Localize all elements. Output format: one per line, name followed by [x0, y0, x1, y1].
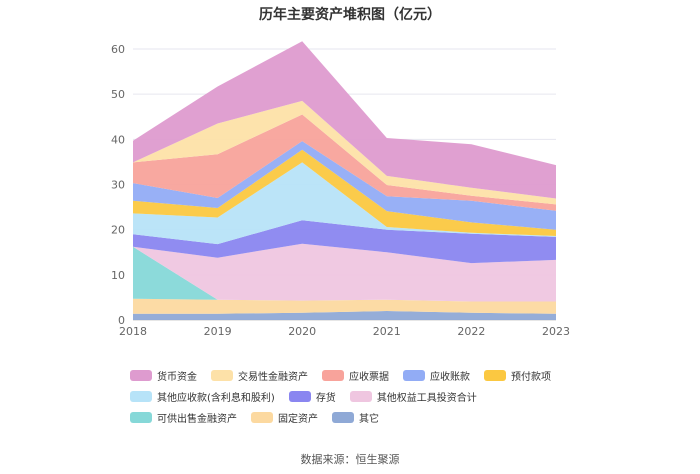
- x-tick-label: 2021: [373, 325, 401, 338]
- legend-swatch: [130, 390, 152, 402]
- x-tick-label: 2020: [288, 325, 316, 338]
- y-tick-label: 10: [111, 269, 125, 282]
- legend-label: 应收票据: [349, 371, 389, 383]
- legend-item-cash[interactable]: 货币资金: [130, 366, 197, 384]
- legend-label: 可供出售金融资产: [157, 413, 237, 425]
- y-tick-label: 40: [111, 133, 125, 146]
- area-series: [133, 246, 556, 302]
- legend-label: 货币资金: [157, 371, 197, 383]
- data-source: 数据来源：恒生聚源: [300, 453, 400, 466]
- legend-item-equity-investments[interactable]: 其他权益工具投资合计: [349, 387, 477, 405]
- legend-label: 固定资产: [278, 413, 318, 425]
- area-series: [133, 162, 556, 245]
- legend-label: 其他权益工具投资合计: [376, 392, 477, 404]
- legend-swatch: [322, 369, 344, 381]
- legend-swatch: [130, 411, 152, 423]
- x-tick-label: 2018: [119, 325, 147, 338]
- legend-swatch: [349, 390, 372, 402]
- area-series: [133, 243, 556, 302]
- legend-swatch: [251, 411, 273, 423]
- x-tick-label: 2023: [542, 325, 570, 338]
- legend-item-other-receivables[interactable]: 其他应收款(含利息和股利): [130, 387, 275, 405]
- legend-label: 应收账款: [430, 371, 470, 383]
- chart-legend: 货币资金 交易性金融资产 应收票据 应收账款 预付款项 其他应收款(含利息和股利…: [130, 366, 590, 426]
- chart-title: 历年主要资产堆积图（亿元）: [259, 7, 441, 23]
- x-tick-label: 2022: [457, 325, 485, 338]
- legend-label: 其他应收款(含利息和股利): [157, 392, 275, 404]
- legend-swatch: [332, 411, 354, 423]
- area-series: [133, 298, 556, 314]
- y-tick-label: 20: [111, 224, 125, 237]
- legend-label: 预付款项: [511, 371, 551, 383]
- area-series: [133, 114, 556, 211]
- legend-item-other[interactable]: 其它: [332, 408, 379, 426]
- y-tick-label: 60: [111, 43, 125, 56]
- y-tick-label: 0: [118, 314, 125, 327]
- legend-swatch: [130, 369, 152, 381]
- legend-swatch: [403, 369, 425, 381]
- legend-label: 其它: [359, 413, 379, 425]
- area-series: [133, 220, 556, 264]
- legend-item-trading-assets[interactable]: 交易性金融资产: [211, 366, 308, 384]
- legend-item-afs-assets[interactable]: 可供出售金融资产: [130, 408, 237, 426]
- area-series: [133, 311, 556, 320]
- area-series: [133, 149, 556, 236]
- area-series: [133, 41, 556, 199]
- x-tick-label: 2019: [204, 325, 232, 338]
- y-tick-label: 50: [111, 88, 125, 101]
- legend-swatch: [211, 369, 233, 381]
- area-series: [133, 141, 556, 230]
- legend-item-fixed-assets[interactable]: 固定资产: [251, 408, 318, 426]
- legend-item-inventory[interactable]: 存货: [288, 387, 336, 405]
- area-series: [133, 100, 556, 205]
- legend-item-prepayments[interactable]: 预付款项: [484, 366, 551, 384]
- legend-item-notes-receivable[interactable]: 应收票据: [322, 366, 389, 384]
- legend-label: 存货: [315, 392, 336, 404]
- legend-swatch: [484, 369, 506, 381]
- legend-swatch: [288, 390, 311, 402]
- legend-item-accounts-receivable[interactable]: 应收账款: [403, 366, 470, 384]
- legend-label: 交易性金融资产: [238, 371, 308, 383]
- y-tick-label: 30: [111, 179, 125, 192]
